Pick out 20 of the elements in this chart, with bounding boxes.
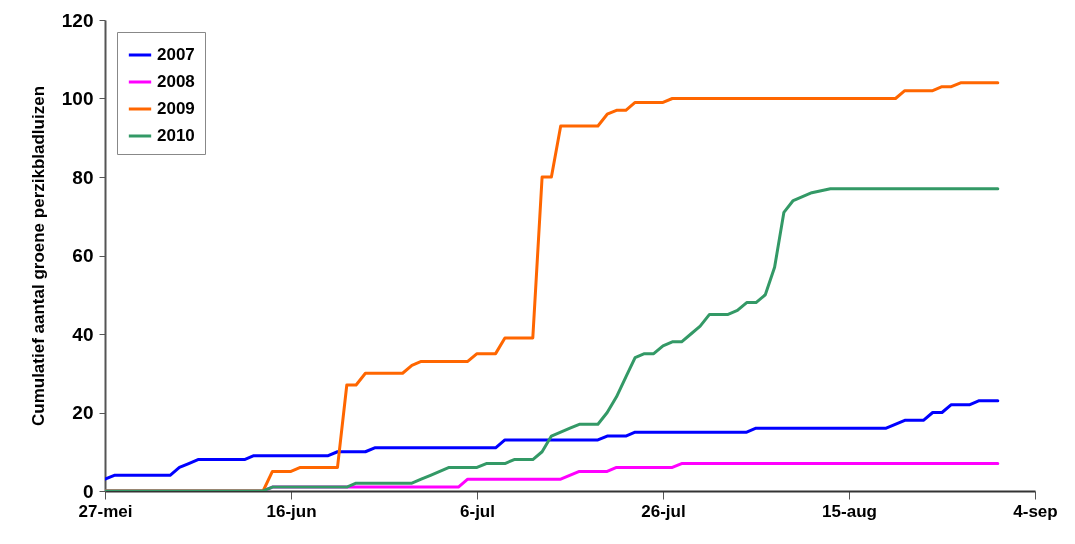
x-tick-label: 15-aug <box>822 501 877 521</box>
y-tick-label: 80 <box>72 166 94 188</box>
y-tick-label: 20 <box>72 402 94 423</box>
line-series <box>105 399 1000 481</box>
y-axis-title: Cumulatief aantal groene perzikbladluizen <box>28 85 48 427</box>
y-tick-label: 40 <box>72 323 94 345</box>
legend-label: 2010 <box>157 126 195 145</box>
legend-label: 2009 <box>157 99 195 118</box>
legend-label: 2007 <box>157 45 195 64</box>
y-tick-label: 60 <box>72 245 94 266</box>
x-tick-label: 16-jun <box>266 501 317 521</box>
y-tick-label: 100 <box>61 88 94 109</box>
x-tick-label: 6-jul <box>460 501 495 521</box>
line-series <box>105 187 1000 491</box>
y-tick-label: 0 <box>82 480 94 502</box>
x-tick-label: 4-sep <box>1013 501 1058 521</box>
x-tick-label: 27-mei <box>78 501 133 521</box>
x-tick-label: 26-jul <box>641 501 686 521</box>
y-tick-label: 120 <box>61 9 94 31</box>
legend-label: 2008 <box>157 72 195 91</box>
